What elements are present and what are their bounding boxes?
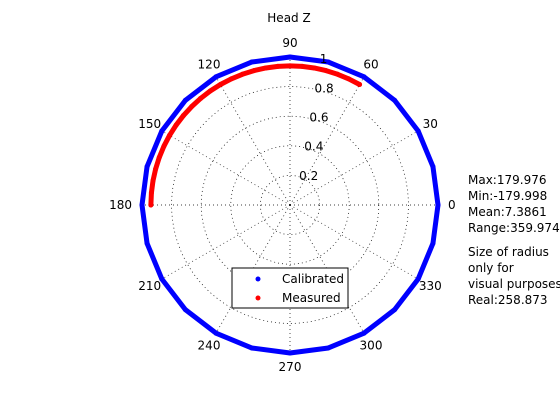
data-point-calibrated [415, 128, 421, 134]
data-point-measured [161, 143, 167, 149]
data-point-measured [239, 71, 245, 77]
legend-marker [255, 276, 261, 282]
data-point-calibrated [435, 202, 441, 208]
radial-tick-labels: 0.2 0.4 0.6 0.8 1 [299, 52, 334, 183]
data-point-calibrated [139, 202, 145, 208]
stat-real-radius: Real:258.873 [468, 293, 548, 307]
data-point-measured [150, 178, 156, 184]
data-point-measured [251, 68, 257, 74]
data-point-measured [153, 166, 159, 172]
angle-tick-label: 270 [279, 360, 302, 374]
stats-panel: Max:179.976 Min:-179.998 Mean:7.3861 Ran… [468, 172, 560, 308]
grid-spoke [289, 204, 419, 280]
grid-spoke [215, 76, 291, 206]
data-point-calibrated [430, 164, 436, 170]
radius-note-line-3: visual purposes [468, 277, 560, 291]
radial-tick-label: 0.4 [304, 140, 323, 154]
grid-spoke [289, 76, 365, 206]
radial-tick-label: 0.6 [309, 111, 328, 125]
radius-note-line-1: Size of radius [468, 245, 549, 259]
radial-tick-label: 1 [320, 52, 328, 66]
data-point-calibrated [430, 240, 436, 246]
data-point-calibrated [325, 59, 331, 65]
data-point-calibrated [213, 74, 219, 80]
data-point-measured [180, 113, 186, 119]
data-point-measured [287, 63, 293, 69]
angle-tick-label: 300 [360, 338, 383, 352]
stat-range: Range:359.974 [468, 221, 560, 235]
data-point-measured [228, 76, 234, 82]
legend-label: Calibrated [282, 272, 344, 286]
grid-spoke [289, 130, 419, 206]
data-point-calibrated [325, 345, 331, 351]
data-point-calibrated [144, 240, 150, 246]
radial-tick-label: 0.2 [299, 169, 318, 183]
data-point-measured [189, 104, 195, 110]
grid-circle [260, 175, 320, 235]
angle-tick-label: 180 [109, 198, 132, 212]
data-point-calibrated [287, 350, 293, 356]
legend: Calibrated Measured [231, 267, 349, 309]
grid-spoke [215, 204, 291, 334]
series-layer [139, 54, 441, 356]
grid-spoke [161, 204, 291, 280]
angle-tick-labels: 0 30 60 90 120 150 180 210 240 270 300 330 [109, 36, 456, 374]
data-point-calibrated [182, 97, 188, 103]
stat-mean: Mean:7.3861 [468, 205, 547, 219]
data-point-measured [217, 82, 223, 88]
data-point-calibrated [159, 128, 165, 134]
data-point-calibrated [361, 330, 367, 336]
legend-box [231, 267, 349, 309]
data-point-calibrated [249, 345, 255, 351]
data-point-measured [323, 68, 329, 74]
angle-tick-label: 90 [282, 36, 297, 50]
data-point-calibrated [392, 97, 398, 103]
data-point-calibrated [249, 59, 255, 65]
grid-spoke [289, 204, 365, 334]
data-point-measured [263, 65, 269, 71]
data-point-measured [335, 71, 341, 77]
data-point-measured [198, 95, 204, 101]
data-point-measured [148, 190, 154, 196]
legend-marker [255, 295, 261, 301]
angle-tick-label: 240 [198, 338, 221, 352]
grid-spoke [161, 130, 291, 206]
angle-tick-label: 120 [198, 58, 221, 72]
angle-tick-label: 0 [448, 198, 456, 212]
data-point-measured [156, 154, 162, 160]
radius-note-line-2: only for [468, 261, 514, 275]
data-point-calibrated [182, 307, 188, 313]
data-point-measured [311, 65, 317, 71]
data-point-calibrated [144, 164, 150, 170]
polar-grid [142, 57, 438, 353]
data-point-measured [173, 122, 179, 128]
radial-tick-label: 0.8 [315, 81, 334, 95]
data-point-measured [148, 202, 154, 208]
data-point-calibrated [361, 74, 367, 80]
data-point-calibrated [159, 276, 165, 282]
data-point-measured [357, 82, 363, 88]
chart-title: Head Z [267, 11, 310, 25]
data-point-calibrated [392, 307, 398, 313]
data-point-measured [346, 76, 352, 82]
stat-max: Max:179.976 [468, 173, 547, 187]
angle-tick-label: 150 [138, 117, 161, 131]
data-point-measured [207, 88, 213, 94]
data-point-measured [167, 132, 173, 138]
angle-tick-label: 330 [419, 279, 442, 293]
stat-min: Min:-179.998 [468, 189, 548, 203]
legend-label: Measured [282, 291, 341, 305]
angle-tick-label: 30 [423, 117, 438, 131]
data-point-calibrated [287, 54, 293, 60]
data-point-measured [299, 63, 305, 69]
grid-circle [230, 145, 350, 265]
data-point-measured [275, 63, 281, 69]
angle-tick-label: 60 [363, 58, 378, 72]
data-point-calibrated [213, 330, 219, 336]
data-point-calibrated [415, 276, 421, 282]
angle-tick-label: 210 [138, 279, 161, 293]
